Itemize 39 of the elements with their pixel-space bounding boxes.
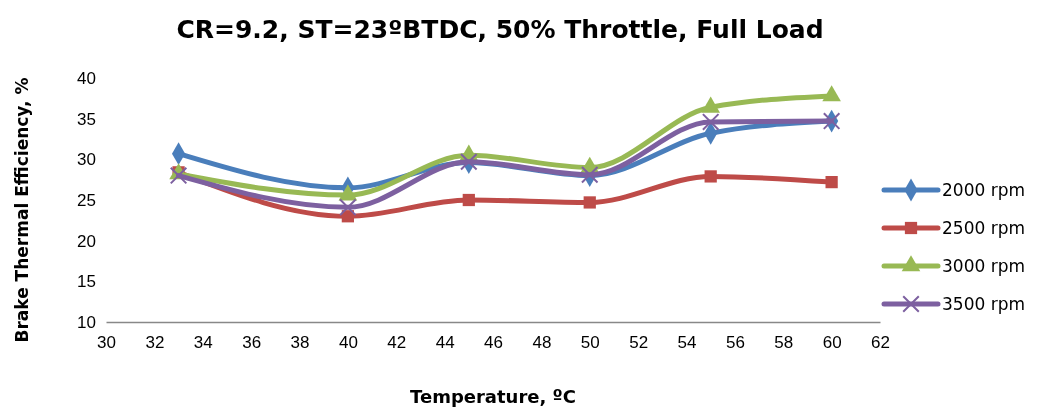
y-tick-label: 30 — [77, 150, 96, 170]
x-tick-label: 50 — [580, 333, 600, 353]
x-tick-label: 38 — [290, 333, 310, 353]
x-tick-label: 52 — [629, 333, 649, 353]
y-tick-label: 15 — [77, 272, 96, 292]
y-tick-label: 10 — [77, 312, 96, 332]
point — [583, 196, 596, 209]
x-tick-label: 60 — [822, 333, 842, 353]
chart-title: CR=9.2, ST=23ºBTDC, 50% Throttle, Full Load — [176, 15, 824, 44]
y-tick-label: 25 — [77, 190, 96, 210]
x-tick-label: 54 — [677, 333, 697, 353]
x-tick-label: 30 — [97, 333, 116, 353]
point — [169, 166, 188, 185]
x-tick-label: 48 — [532, 333, 552, 353]
y-axis-title: Brake Thermal Efficiency, % — [12, 77, 32, 343]
x-tick-label: 42 — [387, 333, 407, 353]
y-tick-label: 20 — [77, 231, 96, 251]
legend-label: 3000 rpm — [942, 256, 1026, 276]
x-tick-label: 58 — [774, 333, 794, 353]
point — [701, 113, 720, 131]
x-tick-label: 40 — [338, 333, 358, 353]
x-tick-label: 36 — [242, 333, 262, 353]
x-tick-label: 46 — [484, 333, 503, 353]
point — [339, 198, 357, 217]
legend-label: 2000 rpm — [942, 180, 1026, 200]
y-tick-label: 40 — [77, 68, 96, 88]
point — [462, 193, 475, 207]
x-tick-label: 32 — [145, 333, 165, 353]
x-tick-label: 62 — [871, 333, 890, 353]
point — [825, 175, 838, 189]
legend-label: 3500 rpm — [942, 294, 1026, 314]
y-tick-label: 35 — [77, 109, 96, 129]
x-axis-title: Temperature, ºC — [410, 386, 576, 407]
legend-label: 2500 rpm — [942, 218, 1026, 238]
point — [822, 85, 841, 102]
point — [704, 170, 717, 183]
x-tick-label: 56 — [725, 333, 745, 353]
x-tick-label: 34 — [193, 333, 213, 353]
x-tick-label: 44 — [435, 333, 455, 353]
